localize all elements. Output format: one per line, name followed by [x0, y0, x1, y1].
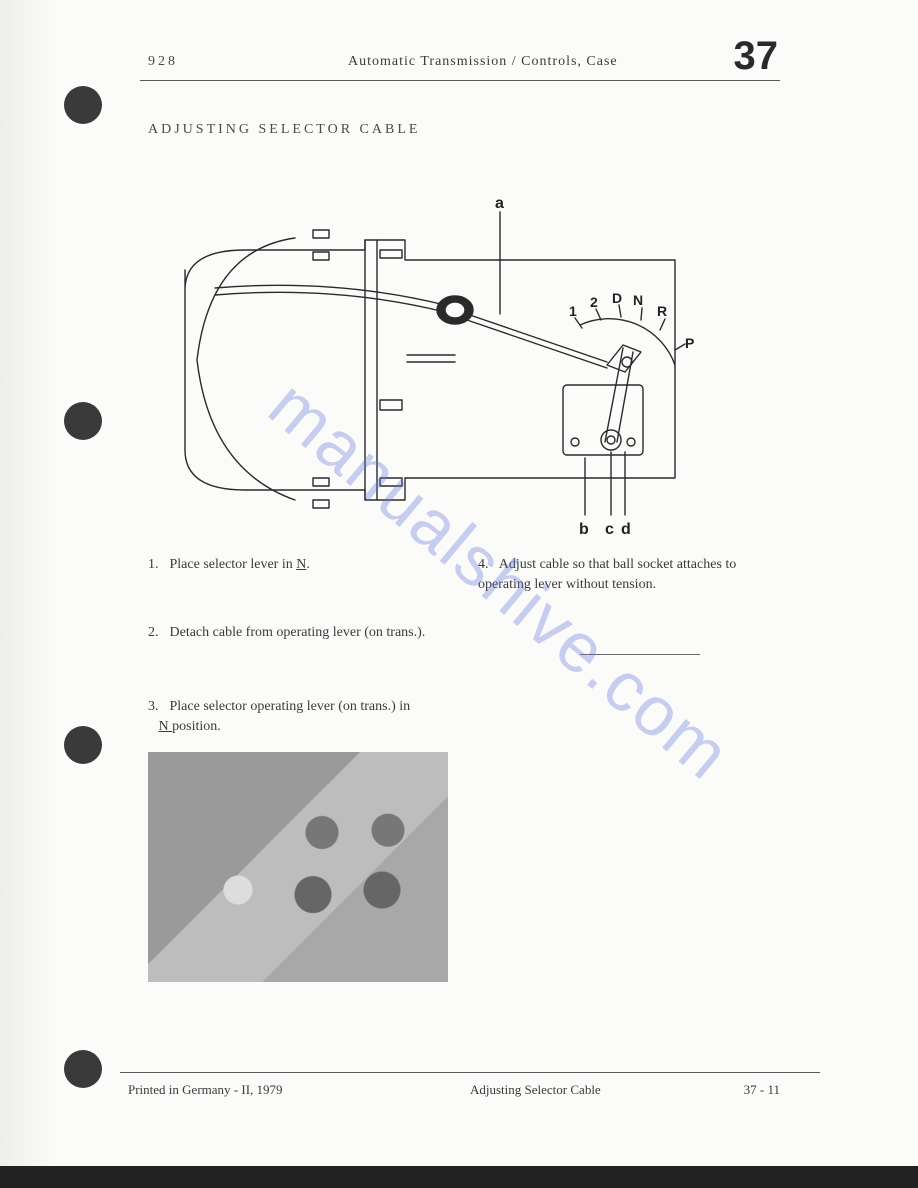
- step-photo: [148, 752, 448, 982]
- step-underline: N: [159, 719, 173, 734]
- diagram-label-a: a: [495, 195, 504, 212]
- punch-hole-icon: [64, 402, 102, 440]
- punch-hole-icon: [64, 726, 102, 764]
- scan-edge: [0, 1166, 918, 1188]
- step-underline: N: [296, 557, 306, 572]
- step-text: Adjust cable so that ball socket attache…: [478, 557, 736, 592]
- punch-hole-icon: [64, 1050, 102, 1088]
- step-1: 1. Place selector lever in N.: [148, 555, 448, 575]
- divider-rule: [580, 654, 700, 655]
- diagram-label-c: c: [605, 521, 614, 538]
- step-number: 3.: [148, 697, 166, 717]
- section-heading: ADJUSTING SELECTOR CABLE: [148, 122, 420, 138]
- scan-shadow: [0, 0, 60, 1188]
- footer-rule: [120, 1072, 820, 1073]
- step-4: 4. Adjust cable so that ball socket atta…: [478, 555, 788, 594]
- diagram-label-R: R: [657, 303, 667, 319]
- step-number: 4.: [478, 555, 496, 575]
- step-text-after: .: [306, 557, 310, 572]
- diagram-label-1: 1: [569, 303, 577, 319]
- header-model: 928: [148, 54, 178, 70]
- header-rule: [140, 80, 780, 81]
- step-3: 3. Place selector operating lever (on tr…: [148, 697, 488, 736]
- footer-center: Adjusting Selector Cable: [470, 1082, 601, 1098]
- step-text-after: position.: [172, 719, 221, 734]
- step-2: 2. Detach cable from operating lever (on…: [148, 623, 488, 643]
- diagram-label-N: N: [633, 292, 643, 308]
- footer-right: 37 - 11: [744, 1082, 780, 1098]
- transmission-diagram: a 1 2 D N R P b c d: [155, 190, 775, 540]
- step-text: Place selector operating lever (on trans…: [170, 699, 411, 714]
- step-text: Detach cable from operating lever (on tr…: [170, 625, 426, 640]
- diagram-label-b: b: [579, 521, 589, 538]
- step-number: 2.: [148, 623, 166, 643]
- step-number: 1.: [148, 555, 166, 575]
- diagram-svg: a 1 2 D N R P b c d: [155, 190, 775, 540]
- header-title: Automatic Transmission / Controls, Case: [348, 54, 618, 70]
- diagram-label-2: 2: [590, 294, 598, 310]
- page: 928 Automatic Transmission / Controls, C…: [0, 0, 918, 1188]
- header-section-number: 37: [734, 34, 779, 79]
- step-text: Place selector lever in: [170, 557, 297, 572]
- diagram-label-D: D: [612, 290, 622, 306]
- diagram-label-P: P: [685, 335, 694, 351]
- punch-hole-icon: [64, 86, 102, 124]
- diagram-label-d: d: [621, 521, 631, 538]
- footer-left: Printed in Germany - II, 1979: [128, 1082, 283, 1098]
